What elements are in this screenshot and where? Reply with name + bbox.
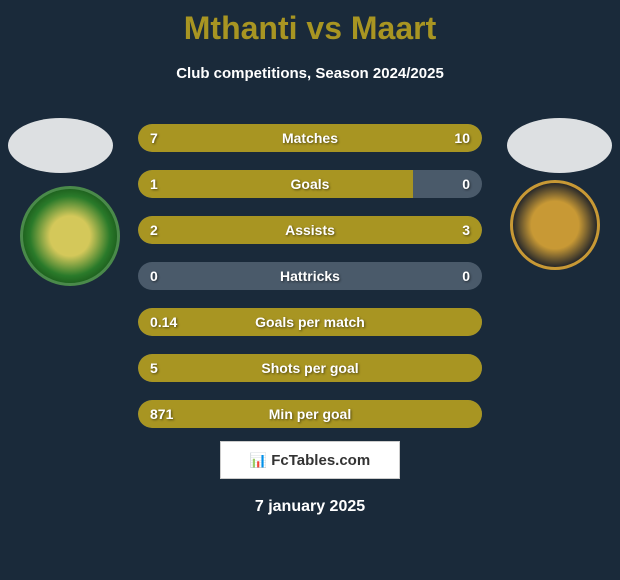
stat-label: Shots per goal <box>261 360 358 376</box>
stat-fill-left <box>138 170 413 198</box>
stat-value-right: 0 <box>462 268 470 284</box>
player-left-avatar <box>8 118 113 173</box>
stat-value-right: 10 <box>454 130 470 146</box>
stat-value-right: 0 <box>462 176 470 192</box>
stat-row: 0 Hattricks 0 <box>138 262 482 290</box>
stat-row: 2 Assists 3 <box>138 216 482 244</box>
comparison-title: Mthanti vs Maart <box>0 0 620 47</box>
stat-fill-left <box>138 124 279 152</box>
stat-row: 7 Matches 10 <box>138 124 482 152</box>
stat-value-left: 0 <box>150 268 158 284</box>
brand-box[interactable]: 📊 FcTables.com <box>220 441 400 479</box>
stat-label: Hattricks <box>280 268 340 284</box>
stat-label: Min per goal <box>269 406 351 422</box>
footer-date: 7 january 2025 <box>255 498 365 516</box>
club-left-badge <box>20 186 120 286</box>
stats-container: 7 Matches 10 1 Goals 0 2 Assists 3 0 Hattricks 0 0.1… <box>138 124 482 446</box>
stat-label: Goals per match <box>255 314 365 330</box>
stat-row: 5 Shots per goal <box>138 354 482 382</box>
chart-icon: 📊 <box>250 452 267 469</box>
stat-value-left: 7 <box>150 130 158 146</box>
stat-row: 0.14 Goals per match <box>138 308 482 336</box>
brand-label: FcTables.com <box>271 452 370 469</box>
player-right-avatar <box>507 118 612 173</box>
stat-value-left: 871 <box>150 406 173 422</box>
club-right-badge <box>510 180 600 270</box>
stat-label: Goals <box>291 176 330 192</box>
stat-fill-left <box>138 216 276 244</box>
stat-value-left: 1 <box>150 176 158 192</box>
stat-value-left: 5 <box>150 360 158 376</box>
stat-label: Matches <box>282 130 338 146</box>
stat-value-left: 2 <box>150 222 158 238</box>
stat-value-right: 3 <box>462 222 470 238</box>
season-subtitle: Club competitions, Season 2024/2025 <box>0 65 620 82</box>
stat-row: 871 Min per goal <box>138 400 482 428</box>
stat-row: 1 Goals 0 <box>138 170 482 198</box>
stat-value-left: 0.14 <box>150 314 177 330</box>
stat-label: Assists <box>285 222 335 238</box>
